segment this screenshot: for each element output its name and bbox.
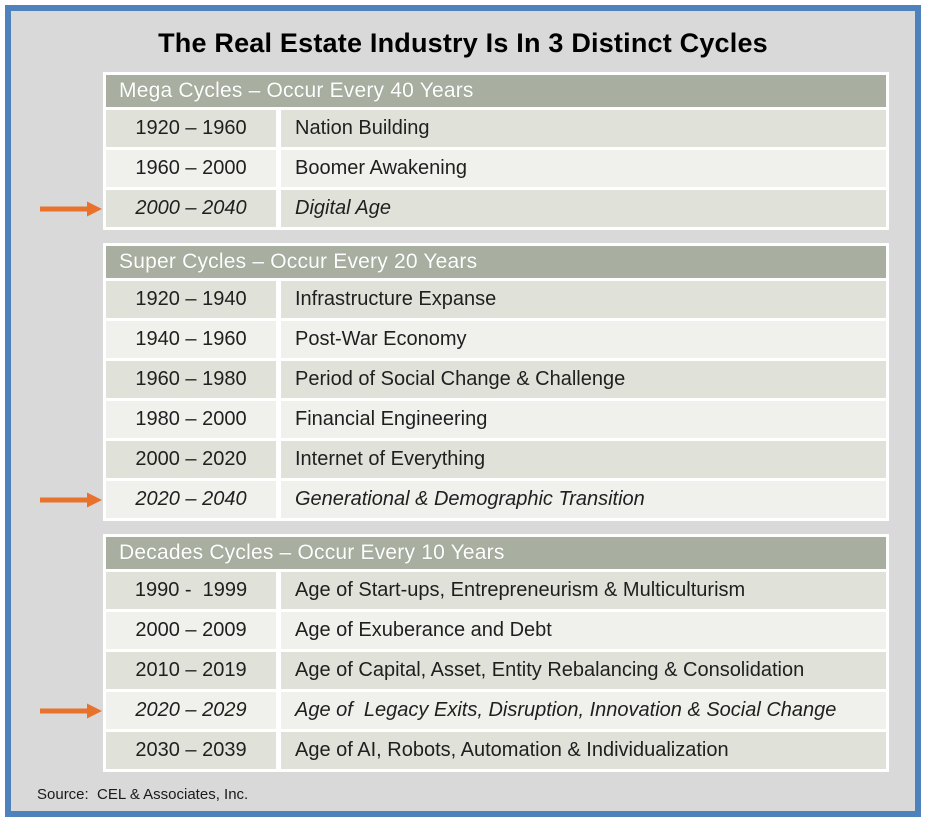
cycle-row: 1940 – 1960 Post-War Economy (106, 321, 886, 358)
cycle-row: 2000 – 2040 Digital Age (40, 190, 886, 227)
slide-frame: The Real Estate Industry Is In 3 Distinc… (5, 5, 921, 817)
cycle-row-label: Age of Capital, Asset, Entity Rebalancin… (281, 652, 886, 689)
cycle-row-years: 2020 – 2040 (106, 481, 276, 518)
cycle-section: Super Cycles – Occur Every 20 Years 1920… (40, 243, 889, 521)
cycle-section-header: Decades Cycles – Occur Every 10 Years (106, 537, 886, 569)
cycle-row-years: 2030 – 2039 (106, 732, 276, 769)
cycle-row: 2020 – 2040 Generational & Demographic T… (40, 481, 886, 518)
cycle-row-label: Age of Legacy Exits, Disruption, Innovat… (281, 692, 886, 729)
cycle-row-label: Generational & Demographic Transition (281, 481, 886, 518)
cycle-row-label: Financial Engineering (281, 401, 886, 438)
cycle-row-label: Age of Start-ups, Entrepreneurism & Mult… (281, 572, 886, 609)
cycle-row-years: 1920 – 1960 (106, 110, 276, 147)
cycle-row: 2010 – 2019 Age of Capital, Asset, Entit… (106, 652, 886, 689)
highlight-arrow-icon (40, 703, 102, 719)
cycle-row-years: 1990 - 1999 (106, 572, 276, 609)
page-title: The Real Estate Industry Is In 3 Distinc… (158, 28, 768, 58)
cycle-row: 1980 – 2000 Financial Engineering (106, 401, 886, 438)
cycle-row: 1990 - 1999 Age of Start-ups, Entreprene… (106, 572, 886, 609)
cycles-tables: Mega Cycles – Occur Every 40 Years 1920 … (40, 72, 889, 772)
cycle-row: 2020 – 2029 Age of Legacy Exits, Disrupt… (40, 692, 886, 729)
cycle-row-years: 1960 – 1980 (106, 361, 276, 398)
source-note: Source: CEL & Associates, Inc. (37, 786, 249, 803)
cycle-rows: 1920 – 1960 Nation Building 1960 – 2000 … (40, 110, 886, 227)
cycle-row: 1960 – 2000 Boomer Awakening (106, 150, 886, 187)
cycle-row-label: Post-War Economy (281, 321, 886, 358)
cycle-row-years: 2010 – 2019 (106, 652, 276, 689)
cycle-row: 2000 – 2020 Internet of Everything (106, 441, 886, 478)
cycle-row-label: Nation Building (281, 110, 886, 147)
cycle-row-years: 1920 – 1940 (106, 281, 276, 318)
cycle-section: Mega Cycles – Occur Every 40 Years 1920 … (40, 72, 889, 230)
cycle-row-years: 2020 – 2029 (106, 692, 276, 729)
cycle-rows: 1920 – 1940 Infrastructure Expanse 1940 … (40, 281, 886, 518)
cycle-row-years: 2000 – 2040 (106, 190, 276, 227)
cycle-row-years: 2000 – 2009 (106, 612, 276, 649)
cycle-row-label: Period of Social Change & Challenge (281, 361, 886, 398)
cycle-row-label: Internet of Everything (281, 441, 886, 478)
highlight-arrow-icon (40, 492, 102, 508)
cycle-row-label: Age of AI, Robots, Automation & Individu… (281, 732, 886, 769)
cycle-row: 1960 – 1980 Period of Social Change & Ch… (106, 361, 886, 398)
cycle-rows: 1990 - 1999 Age of Start-ups, Entreprene… (40, 572, 886, 769)
cycle-row-label: Digital Age (281, 190, 886, 227)
highlight-arrow-icon (40, 201, 102, 217)
cycle-row-years: 1940 – 1960 (106, 321, 276, 358)
cycle-row-years: 1980 – 2000 (106, 401, 276, 438)
cycle-row: 1920 – 1960 Nation Building (106, 110, 886, 147)
cycle-row-label: Boomer Awakening (281, 150, 886, 187)
cycle-row-label: Age of Exuberance and Debt (281, 612, 886, 649)
cycle-section-header: Super Cycles – Occur Every 20 Years (106, 246, 886, 278)
cycle-section-header: Mega Cycles – Occur Every 40 Years (106, 75, 886, 107)
cycle-row: 2000 – 2009 Age of Exuberance and Debt (106, 612, 886, 649)
cycle-section: Decades Cycles – Occur Every 10 Years 19… (40, 534, 889, 772)
cycle-row: 2030 – 2039 Age of AI, Robots, Automatio… (106, 732, 886, 769)
cycle-row: 1920 – 1940 Infrastructure Expanse (106, 281, 886, 318)
cycle-row-years: 1960 – 2000 (106, 150, 276, 187)
cycle-row-years: 2000 – 2020 (106, 441, 276, 478)
cycle-row-label: Infrastructure Expanse (281, 281, 886, 318)
